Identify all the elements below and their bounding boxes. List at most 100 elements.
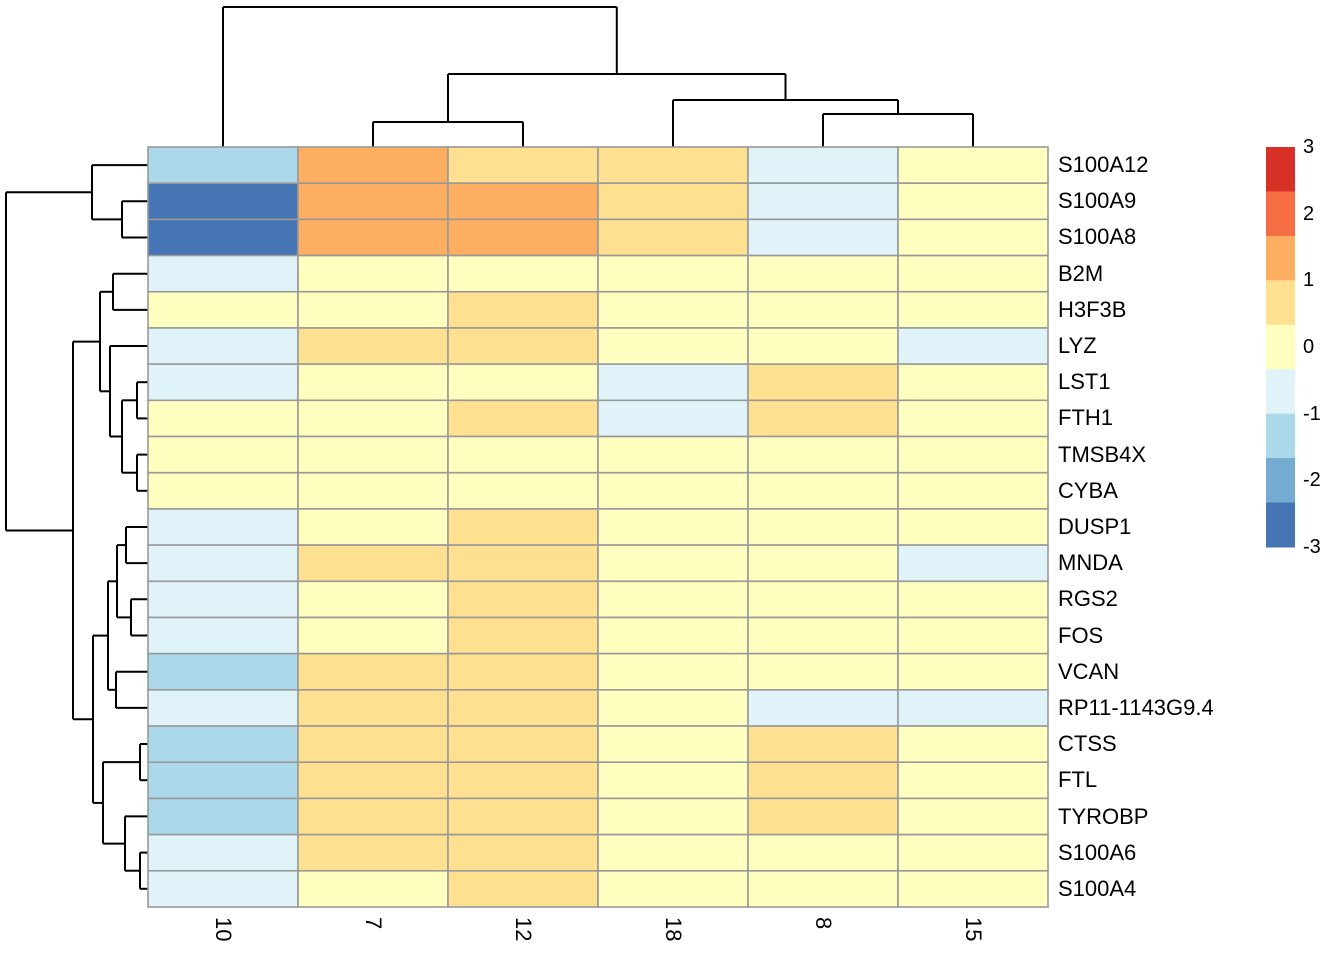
heatmap-cell	[447, 363, 599, 402]
heatmap-cell	[147, 616, 299, 655]
heatmap-cell	[447, 471, 599, 510]
heatmap-cell	[297, 399, 449, 438]
row-label: LST1	[1058, 369, 1111, 395]
heatmap-cell	[747, 833, 899, 872]
heatmap-cell	[597, 689, 749, 727]
heatmap-cell	[747, 870, 899, 908]
col-label: 10	[211, 917, 236, 942]
heatmap-cell	[147, 689, 299, 727]
heatmap-cell	[297, 833, 449, 872]
row-label: FTH1	[1058, 405, 1113, 431]
heatmap-cell	[297, 580, 449, 619]
heatmap-cell	[597, 254, 749, 293]
heatmap-cell	[447, 689, 599, 727]
col-label: 18	[661, 917, 686, 942]
row-label: S100A9	[1058, 188, 1137, 214]
heatmap-cell	[597, 616, 749, 655]
col-label: 15	[961, 917, 986, 942]
heatmap-cell	[747, 399, 899, 438]
row-label: FOS	[1058, 622, 1104, 648]
heatmap-cell	[297, 471, 449, 510]
color-scale-block	[1266, 191, 1295, 237]
heatmap-cell	[747, 689, 899, 727]
heatmap-cell	[897, 652, 1049, 691]
heatmap-cell	[447, 146, 599, 184]
heatmap-cell	[897, 146, 1049, 184]
row-label: CYBA	[1058, 477, 1118, 503]
heatmap-cell	[747, 290, 899, 329]
color-scale-block	[1266, 280, 1295, 326]
color-scale-block	[1266, 413, 1295, 459]
legend-tick-label: 0	[1303, 336, 1315, 358]
row-label: B2M	[1058, 260, 1104, 286]
heatmap-cell	[897, 833, 1049, 872]
heatmap-cell	[747, 363, 899, 402]
col-label: 12	[511, 917, 536, 942]
row-label: FTL	[1058, 767, 1098, 793]
legend-tick-label: -3	[1303, 536, 1321, 558]
heatmap-cell	[147, 399, 299, 438]
heatmap-cell	[897, 399, 1049, 438]
heatmap-cell	[147, 870, 299, 908]
heatmap-cell	[447, 725, 599, 764]
heatmap-cell	[447, 218, 599, 257]
color-scale-block	[1266, 502, 1295, 548]
row-label: TYROBP	[1058, 803, 1149, 829]
heatmap-cell	[447, 508, 599, 546]
heatmap-cell	[147, 580, 299, 619]
heatmap-cell	[147, 725, 299, 764]
heatmap-cell	[297, 870, 449, 908]
color-scale-block	[1266, 458, 1295, 504]
heatmap-cell	[147, 363, 299, 402]
heatmap-cell	[297, 363, 449, 402]
row-label: S100A4	[1058, 875, 1137, 901]
heatmap-cell	[897, 471, 1049, 510]
heatmap-cell	[747, 146, 899, 184]
heatmap-cell	[597, 761, 749, 800]
heatmap-cell	[597, 544, 749, 583]
heatmap-cell	[447, 182, 599, 221]
heatmap-cell	[297, 435, 449, 474]
heatmap-cell	[747, 725, 899, 764]
color-scale-block	[1266, 369, 1295, 415]
heatmap-cell	[297, 725, 449, 764]
col-label: 7	[361, 917, 386, 930]
legend-tick-label: -1	[1303, 402, 1321, 425]
heatmap-cell	[447, 290, 599, 329]
row-label: RGS2	[1058, 586, 1118, 612]
heatmap-cell	[147, 761, 299, 800]
heatmap-cell	[147, 327, 299, 365]
heatmap-cell	[147, 652, 299, 691]
heatmap-cell	[147, 218, 299, 257]
heatmap-cell	[897, 689, 1049, 727]
heatmap-cell	[897, 218, 1049, 257]
color-scale-block	[1266, 235, 1295, 281]
row-label: S100A8	[1058, 224, 1137, 250]
heatmap-cell	[447, 327, 599, 365]
col-label: 8	[811, 917, 836, 930]
heatmap-cell	[747, 797, 899, 836]
heatmap-cell	[297, 218, 449, 257]
heatmap-cell	[897, 327, 1049, 365]
heatmap-cell	[297, 689, 449, 727]
row-label: S100A6	[1058, 839, 1137, 865]
heatmap-cell	[597, 797, 749, 836]
heatmap-cell	[897, 254, 1049, 293]
heatmap-cell	[597, 327, 749, 365]
heatmap-cell	[447, 544, 599, 583]
heatmap-cell	[897, 580, 1049, 619]
heatmap-cell	[747, 761, 899, 800]
heatmap-cell	[897, 870, 1049, 908]
row-label: RP11-1143G9.4	[1058, 694, 1214, 720]
legend-tick-label: 2	[1303, 202, 1315, 225]
heatmap-cell	[597, 652, 749, 691]
row-label: H3F3B	[1058, 296, 1127, 322]
heatmap-cell	[897, 363, 1049, 402]
heatmap-cell	[747, 508, 899, 546]
heatmap-cell	[297, 616, 449, 655]
